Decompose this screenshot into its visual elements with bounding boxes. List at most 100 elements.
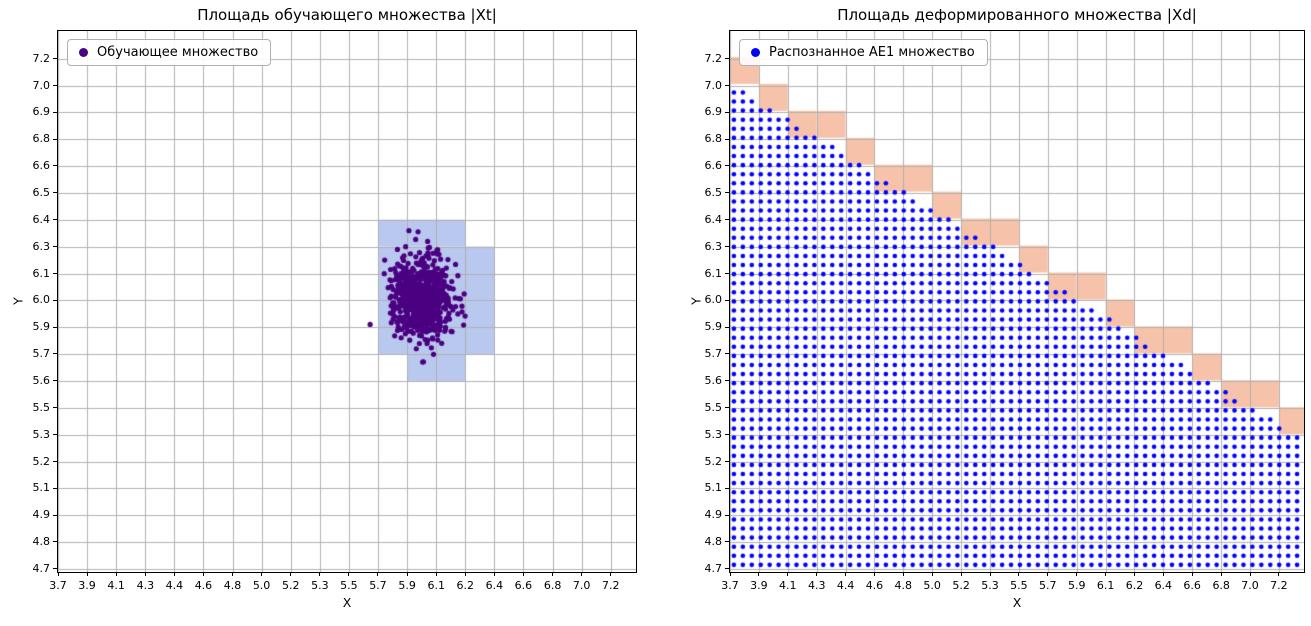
y-tick-mark: [53, 138, 57, 140]
y-tick-label: 5.2: [32, 454, 51, 468]
y-tick-mark: [725, 58, 729, 60]
x-tick-label: 4.1: [778, 579, 797, 592]
x-tick-mark: [86, 572, 88, 576]
y-tick-label: 6.3: [704, 239, 723, 253]
y-tick-label: 6.3: [32, 239, 51, 253]
legend-label: Обучающее множество: [97, 45, 259, 60]
y-tick-label: 6.9: [32, 105, 51, 119]
x-tick-label: 7.2: [1270, 579, 1288, 592]
y-tick-label: 5.6: [32, 373, 51, 387]
y-tick-mark: [53, 461, 57, 463]
legend-marker-dot-icon: [79, 48, 88, 57]
x-tick-label: 6.8: [1212, 579, 1230, 592]
y-tick-mark: [725, 514, 729, 516]
y-tick-mark: [53, 568, 57, 570]
y-tick-label: 4.8: [32, 534, 51, 548]
y-tick-label: 5.9: [704, 320, 723, 334]
y-tick-mark: [53, 165, 57, 167]
y-tick-mark: [53, 326, 57, 328]
y-tick-mark: [53, 85, 57, 86]
x-tick-mark: [57, 572, 59, 576]
x-tick-mark: [522, 572, 524, 576]
x-tick-label: 4.1: [107, 579, 125, 592]
y-tick-mark: [53, 219, 57, 221]
x-tick-mark: [873, 572, 875, 576]
x-tick-mark: [1133, 572, 1135, 576]
x-tick-label: 3.7: [721, 579, 739, 592]
x-tick-mark: [115, 572, 117, 576]
y-tick-mark: [725, 380, 729, 382]
x-tick-mark: [1018, 572, 1020, 576]
x-tick-mark: [348, 572, 350, 576]
x-tick-mark: [290, 572, 292, 576]
x-tick-mark: [581, 572, 583, 576]
x-tick-label: 5.5: [1010, 579, 1028, 592]
y-tick-label: 6.1: [704, 266, 723, 280]
y-tick-mark: [725, 138, 729, 140]
plot-canvas: [58, 31, 636, 572]
y-tick-mark: [53, 111, 57, 113]
y-tick-mark: [53, 514, 57, 516]
y-tick-label: 6.8: [704, 132, 723, 146]
y-tick-label: 6.1: [32, 266, 51, 280]
x-tick-mark: [1162, 572, 1164, 576]
y-tick-label: 5.3: [32, 427, 51, 441]
y-tick-label: 5.1: [704, 481, 723, 495]
x-tick-label: 3.9: [750, 579, 768, 592]
y-tick-label: 7.0: [704, 78, 723, 92]
x-tick-label: 6.1: [427, 579, 445, 592]
x-tick-mark: [787, 572, 789, 576]
x-tick-label: 4.8: [223, 579, 242, 592]
legend-marker-dot-icon: [751, 48, 760, 57]
x-tick-mark: [173, 572, 175, 576]
x-tick-label: 5.7: [369, 579, 387, 592]
y-tick-mark: [725, 353, 729, 355]
y-tick-mark: [725, 568, 729, 570]
y-tick-mark: [725, 541, 729, 543]
x-tick-mark: [1076, 572, 1078, 576]
x-tick-mark: [232, 572, 233, 576]
x-tick-mark: [319, 572, 321, 576]
training-set-plot: Площадь обучающего множества |Xt| Y Обуч…: [11, 6, 637, 610]
y-tick-label: 5.2: [704, 454, 723, 468]
y-tick-label: 5.7: [704, 346, 723, 360]
x-tick-mark: [202, 572, 204, 576]
y-tick-mark: [725, 192, 729, 194]
x-tick-label: 6.6: [1183, 579, 1201, 592]
y-tick-label: 4.7: [704, 561, 723, 575]
x-tick-mark: [902, 572, 904, 576]
x-tick-mark: [1191, 572, 1193, 576]
y-tick-label: 5.5: [32, 400, 51, 414]
y-tick-label: 4.8: [704, 534, 723, 548]
x-tick-mark: [1249, 572, 1251, 576]
x-tick-mark: [845, 572, 847, 576]
deformed-set-plot: Площадь деформированного множества |Xd| …: [672, 0, 1311, 626]
y-tick-mark: [53, 353, 57, 355]
y-tick-label: 6.0: [704, 293, 723, 307]
x-tick-label: 6.2: [456, 579, 475, 592]
legend: Обучающее множество: [67, 39, 272, 66]
x-tick-label: 3.7: [49, 579, 67, 592]
x-tick-mark: [464, 572, 466, 576]
y-tick-label: 5.7: [32, 346, 51, 360]
y-tick-label: 6.6: [32, 158, 51, 172]
x-tick-label: 5.2: [282, 579, 300, 592]
plot-title: Площадь деформированного множества |Xd|: [837, 6, 1197, 24]
x-tick-label: 6.4: [485, 579, 504, 592]
x-tick-label: 4.6: [865, 579, 884, 592]
y-tick-mark: [725, 219, 729, 221]
y-tick-mark: [725, 434, 729, 436]
x-tick-label: 5.0: [252, 579, 271, 592]
y-tick-mark: [53, 487, 57, 489]
y-tick-mark: [725, 326, 729, 328]
x-tick-label: 5.9: [1068, 579, 1086, 592]
x-tick-label: 4.4: [836, 579, 855, 592]
x-axis-label: X: [342, 595, 352, 610]
y-tick-mark: [53, 58, 57, 60]
y-tick-label: 6.5: [704, 185, 723, 199]
x-tick-mark: [377, 572, 379, 576]
x-tick-mark: [406, 572, 408, 576]
y-tick-label: 6.0: [32, 293, 51, 307]
x-tick-label: 6.6: [514, 579, 533, 592]
